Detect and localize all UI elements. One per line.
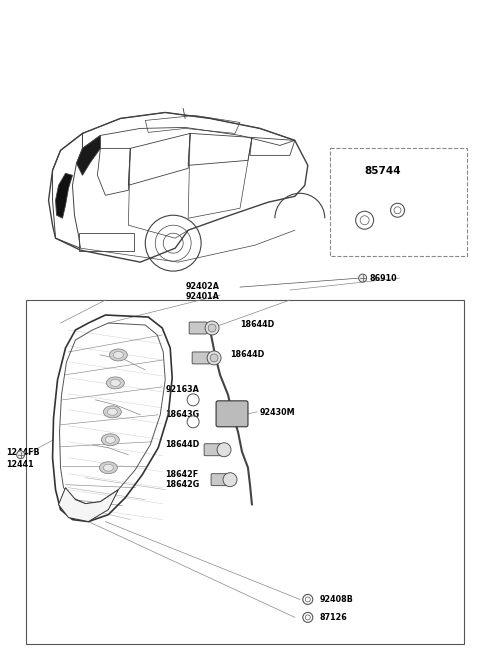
Ellipse shape	[113, 352, 123, 358]
Ellipse shape	[103, 406, 121, 418]
Circle shape	[217, 443, 231, 457]
Ellipse shape	[110, 379, 120, 386]
Ellipse shape	[109, 349, 127, 361]
Circle shape	[207, 351, 221, 365]
Polygon shape	[76, 136, 100, 176]
Text: 18643G: 18643G	[165, 410, 199, 419]
Text: 1244FB: 1244FB	[6, 448, 39, 457]
Text: 87126: 87126	[320, 613, 348, 622]
Ellipse shape	[99, 462, 117, 474]
FancyBboxPatch shape	[216, 401, 248, 427]
Circle shape	[223, 473, 237, 487]
Bar	[330, 149, 468, 256]
Bar	[25, 300, 464, 645]
Ellipse shape	[108, 408, 117, 415]
FancyBboxPatch shape	[192, 352, 210, 364]
Text: 18644D: 18644D	[230, 350, 264, 359]
Circle shape	[360, 215, 370, 225]
Text: 85744: 85744	[365, 166, 401, 176]
Circle shape	[210, 354, 218, 362]
Text: 92430M: 92430M	[260, 408, 296, 417]
Ellipse shape	[107, 377, 124, 389]
Circle shape	[205, 321, 219, 335]
Text: 86910: 86910	[370, 274, 397, 283]
Text: 18642G: 18642G	[165, 479, 200, 489]
Ellipse shape	[101, 434, 120, 446]
Ellipse shape	[103, 464, 113, 471]
Text: 92163A: 92163A	[165, 385, 199, 394]
Text: 18644D: 18644D	[240, 320, 274, 329]
Circle shape	[208, 324, 216, 332]
FancyBboxPatch shape	[211, 474, 229, 485]
Text: 92401A: 92401A	[185, 292, 219, 301]
Text: 92408B: 92408B	[320, 595, 354, 604]
Text: 18644D: 18644D	[165, 440, 200, 449]
Polygon shape	[59, 488, 119, 521]
Circle shape	[17, 451, 24, 458]
Circle shape	[359, 274, 367, 282]
Text: 12441: 12441	[6, 460, 33, 469]
Polygon shape	[56, 174, 72, 218]
Ellipse shape	[106, 436, 115, 443]
Bar	[80, 233, 134, 251]
FancyBboxPatch shape	[204, 443, 222, 456]
Text: 92402A: 92402A	[185, 282, 219, 291]
FancyBboxPatch shape	[189, 322, 207, 334]
Text: 18642F: 18642F	[165, 470, 198, 479]
